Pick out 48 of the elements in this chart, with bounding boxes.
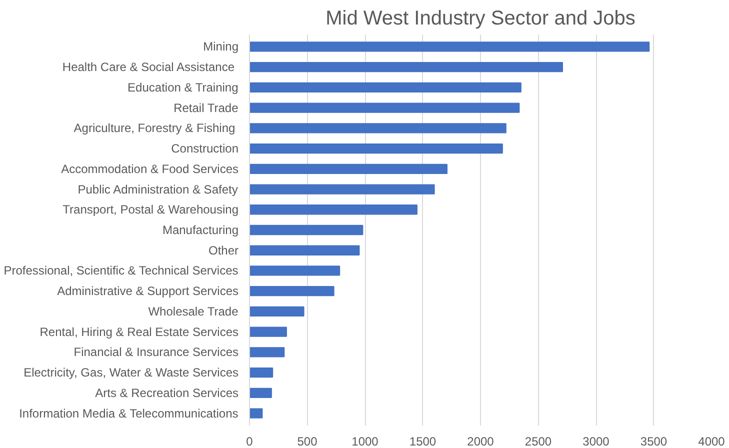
bar [250,388,272,398]
chart-title: Mid West Industry Sector and Jobs [326,8,636,30]
y-tick-label: Retail Trade [174,100,239,115]
bar [250,164,448,174]
bar [250,367,274,378]
y-tick-label: Information Media & Telecommunications [19,406,238,420]
bar [250,224,364,236]
bar [250,326,287,337]
y-tick-label: Wholesale Trade [148,304,239,318]
x-tick-label: 1000 [352,434,379,448]
bar [250,62,564,72]
y-tick-label: Public Administration & Safety [78,182,238,196]
bar [250,266,340,276]
bar [250,102,520,113]
bar [250,42,650,52]
y-tick-label: Other [208,243,239,258]
bar [250,184,435,194]
x-tick-label: 4000 [698,434,726,448]
bar [250,143,503,154]
bar [250,408,263,418]
y-tick-label: Rental, Hiring & Real Estate Services [40,324,238,339]
y-tick-label: Financial & Insurance Services [74,345,239,360]
x-tick-label: 3000 [582,434,610,448]
bar [250,286,334,296]
bar [250,123,506,134]
y-tick-label: Health Care & Social Assistance [62,60,235,74]
bar [250,204,418,215]
bar [250,347,285,358]
y-tick-label: Manufacturing [162,223,239,237]
y-tick-label: Mining [203,40,239,54]
x-tick-label: 0 [246,434,254,448]
y-tick-label: Arts & Recreation Services [95,386,239,400]
y-tick-label: Agriculture, Forestry & Fishing [74,121,236,136]
y-tick-label: Construction [171,142,239,156]
y-tick-label: Administrative & Support Services [57,284,238,298]
y-tick-label: Accommodation & Food Services [61,162,239,176]
y-tick-label: Education & Training [128,80,238,94]
bar [250,82,522,93]
x-tick-label: 500 [297,434,318,448]
x-tick-label: 2000 [467,434,494,448]
y-tick-label: Professional, Scientific & Technical Services [4,264,238,278]
x-tick-label: 1500 [409,434,436,448]
y-tick-label: Transport, Postal & Warehousing [62,202,238,217]
x-tick-label: 3500 [640,434,668,448]
bar [250,245,360,256]
y-tick-label: Electricity, Gas, Water & Waste Services [24,366,239,380]
bar [250,306,304,317]
x-tick-label: 2500 [524,434,552,448]
